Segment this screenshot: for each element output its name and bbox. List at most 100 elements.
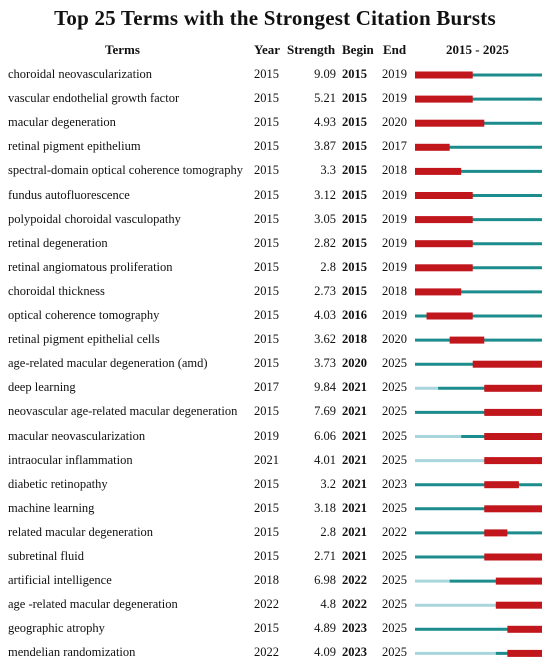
row-end: 2025 [382, 356, 407, 371]
burst-bar [415, 216, 473, 224]
row-strength: 4.01 [314, 452, 336, 467]
burst-bar [495, 577, 542, 585]
row-term: choroidal neovascularization [8, 67, 153, 81]
row-term: mendelian randomization [8, 645, 136, 660]
burst-bar [507, 649, 542, 657]
row-strength: 2.71 [314, 549, 336, 563]
row-year: 2017 [254, 380, 279, 395]
table-row: vascular endothelial growth factor 2015 5.… [0, 91, 550, 115]
row-term: neovascular age-related macular degenera… [8, 404, 238, 419]
table-row: mendelian randomization 2022 4.09 2023 2025 [0, 645, 550, 669]
table-row: machine learning 2015 3.18 2021 2025 [0, 501, 550, 525]
table-row: choroidal neovascularization 2015 9.09 2015… [0, 67, 550, 91]
row-year: 2015 [254, 235, 279, 250]
row-end: 2017 [382, 139, 407, 154]
row-term: diabetic retinopathy [8, 476, 108, 491]
row-begin: 2015 [342, 115, 367, 130]
row-term: choroidal thickness [8, 283, 105, 298]
row-begin: 2015 [342, 67, 367, 81]
table-row: fundus autofluorescence 2015 3.12 2015 2019 [0, 188, 550, 212]
row-year: 2022 [254, 597, 279, 612]
row-end: 2019 [382, 235, 407, 250]
burst-bar [484, 457, 542, 465]
row-year: 2021 [254, 452, 279, 467]
row-year: 2015 [254, 356, 279, 371]
row-year: 2015 [254, 621, 279, 636]
table-row: spectral-domain optical coherence tomogr… [0, 163, 550, 187]
row-begin: 2015 [342, 187, 367, 202]
table-row: retinal degeneration 2015 2.82 2015 2019 [0, 236, 550, 260]
row-term: macular degeneration [8, 115, 116, 130]
row-end: 2025 [382, 597, 407, 612]
header-year: Year [254, 42, 280, 57]
row-strength: 6.06 [314, 428, 336, 443]
table-row: neovascular age-related macular degenera… [0, 404, 550, 428]
row-strength: 3.62 [314, 332, 336, 347]
table-row: age-related macular degeneration (amd) 20… [0, 356, 550, 380]
row-strength: 4.89 [314, 621, 336, 636]
header-terms: Terms [105, 42, 140, 57]
row-term: age -related macular degeneration [8, 597, 178, 612]
row-strength: 3.18 [314, 500, 336, 515]
row-end: 2023 [382, 476, 407, 491]
row-year: 2015 [254, 500, 279, 515]
burst-bar [484, 433, 542, 440]
row-begin: 2021 [342, 452, 367, 467]
row-strength: 3.87 [314, 139, 336, 154]
row-begin: 2021 [342, 380, 367, 395]
row-begin: 2021 [342, 549, 367, 563]
row-term: intraocular inflammation [8, 452, 133, 467]
row-end: 2018 [382, 163, 407, 178]
row-begin: 2021 [342, 524, 367, 539]
burst-bar [415, 143, 450, 151]
row-end: 2025 [382, 380, 407, 395]
burst-bar [484, 505, 542, 513]
header-range: 2015 - 2025 [446, 42, 509, 57]
header-end: End [383, 42, 407, 57]
row-begin: 2021 [342, 428, 367, 443]
table-row: related macular degeneration 2015 2.8 2021 2… [0, 525, 550, 549]
table-row: macular degeneration 2015 4.93 2015 2020 [0, 115, 550, 139]
row-end: 2025 [382, 428, 407, 443]
burst-bar [484, 529, 508, 537]
burst-bar [449, 336, 485, 344]
row-year: 2015 [254, 163, 279, 178]
burst-bar [426, 312, 473, 320]
row-year: 2019 [254, 428, 279, 443]
row-end: 2020 [382, 115, 407, 130]
row-begin: 2015 [342, 259, 367, 274]
row-end: 2019 [382, 67, 407, 81]
row-begin: 2015 [342, 211, 367, 226]
table-row: retinal angiomatous proliferation 2015 2.8… [0, 260, 550, 284]
row-year: 2015 [254, 476, 279, 491]
burst-bar [415, 119, 485, 127]
row-end: 2025 [382, 549, 407, 563]
row-strength: 4.93 [314, 115, 336, 130]
row-begin: 2018 [342, 332, 367, 347]
row-year: 2015 [254, 332, 279, 347]
table-row: deep learning 2017 9.84 2021 2025 [0, 380, 550, 404]
row-term: retinal degeneration [8, 235, 108, 250]
burst-bar [415, 95, 473, 103]
row-term: retinal pigment epithelial cells [8, 332, 160, 347]
table-row: choroidal thickness 2015 2.73 2015 2018 [0, 284, 550, 308]
row-end: 2019 [382, 187, 407, 202]
table-row: artificial intelligence 2018 6.98 2022 2025 [0, 573, 550, 597]
row-begin: 2023 [342, 645, 367, 660]
header-begin: Begin [342, 42, 374, 57]
row-end: 2019 [382, 308, 407, 322]
row-strength: 9.09 [314, 67, 336, 81]
row-year: 2015 [254, 283, 279, 298]
row-strength: 4.8 [320, 597, 336, 612]
burst-bar [484, 408, 542, 416]
row-year: 2015 [254, 524, 279, 539]
burst-bar [415, 264, 473, 272]
burst-bar [415, 288, 462, 296]
row-term: geographic atrophy [8, 621, 105, 636]
row-strength: 3.3 [320, 163, 336, 178]
row-strength: 6.98 [314, 573, 336, 588]
row-end: 2019 [382, 211, 407, 226]
row-year: 2015 [254, 91, 279, 106]
header-strength: Strength [287, 42, 336, 57]
